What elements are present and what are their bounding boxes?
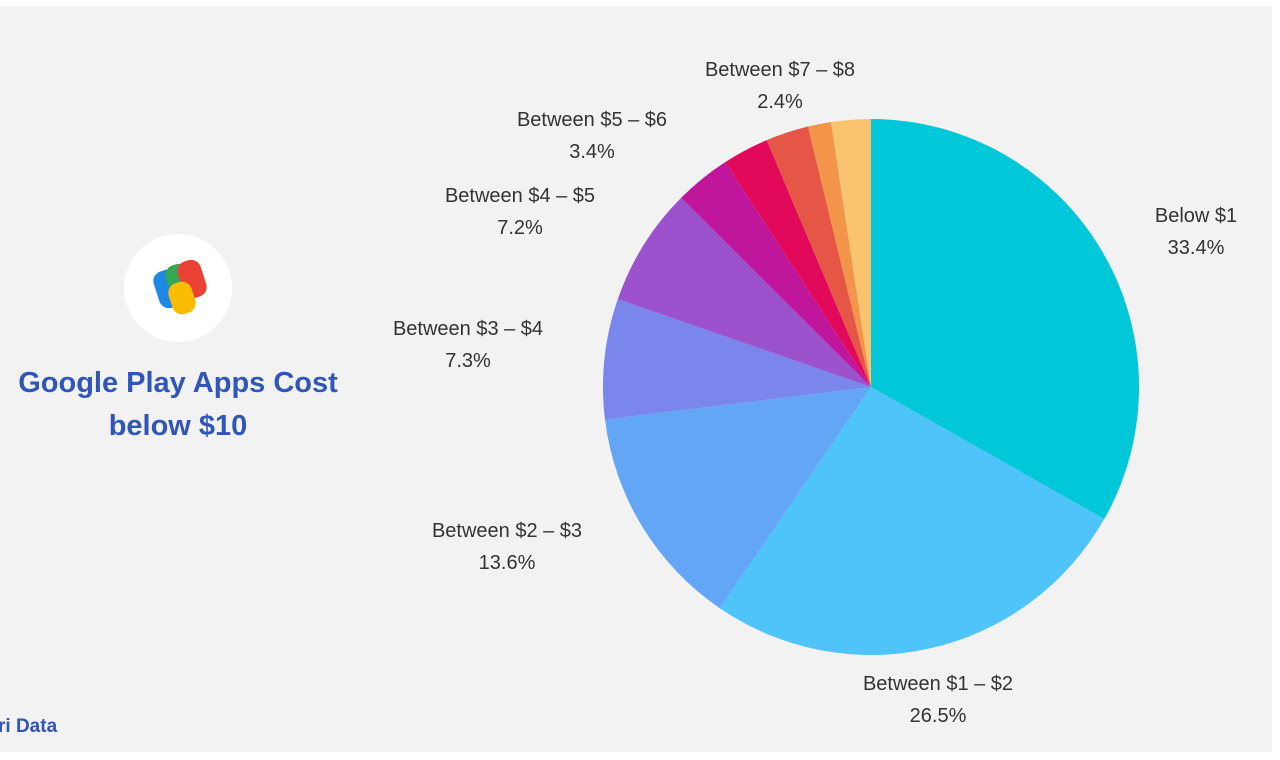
slice-value-label-3: 7.3% bbox=[445, 350, 491, 372]
slice-label-4: Between $4 – $5 bbox=[445, 185, 595, 207]
slice-label-3: Between $3 – $4 bbox=[393, 318, 543, 340]
source-label: ri Data bbox=[0, 716, 58, 737]
slice-value-label-0: 33.4% bbox=[1168, 237, 1225, 259]
pie-slice-4 bbox=[617, 197, 871, 387]
slice-value-label-4: 7.2% bbox=[497, 217, 543, 239]
pie-slice-0 bbox=[871, 119, 1139, 520]
google-pay-icon bbox=[153, 259, 207, 315]
pie-slices bbox=[603, 119, 1139, 655]
title-line-2: below $10 bbox=[108, 410, 248, 442]
pie-slice-6 bbox=[725, 140, 871, 387]
slice-label-9: Between $7 – $8 bbox=[705, 59, 855, 81]
pie-slice-5 bbox=[681, 162, 871, 387]
slice-value-label-9: 2.4% bbox=[757, 91, 803, 113]
pie-slice-7 bbox=[766, 126, 871, 387]
slice-label-2: Between $2 – $3 bbox=[432, 520, 582, 542]
pie-slice-2 bbox=[604, 387, 871, 609]
slice-value-label-1: 26.5% bbox=[910, 705, 967, 727]
page-title: Google Play Apps Cost below $10 bbox=[0, 362, 356, 448]
pie-slice-1 bbox=[719, 387, 1105, 655]
pie-slice-3 bbox=[603, 299, 871, 420]
pie-slice-9 bbox=[830, 119, 871, 387]
pie-labels: Below $1 33.4% Between $1 – $2 26.5% Between… bbox=[393, 59, 1237, 727]
title-line-1: Google Play Apps Cost bbox=[18, 367, 338, 399]
pie-slice-8 bbox=[807, 122, 871, 387]
google-pay-logo bbox=[124, 234, 232, 342]
slice-value-label-2: 13.6% bbox=[479, 552, 536, 574]
slice-label-5: Between $5 – $6 bbox=[517, 109, 667, 131]
slice-value-label-5: 3.4% bbox=[569, 141, 615, 163]
slice-label-1: Between $1 – $2 bbox=[863, 673, 1013, 695]
slice-label-0: Below $1 bbox=[1155, 205, 1237, 227]
